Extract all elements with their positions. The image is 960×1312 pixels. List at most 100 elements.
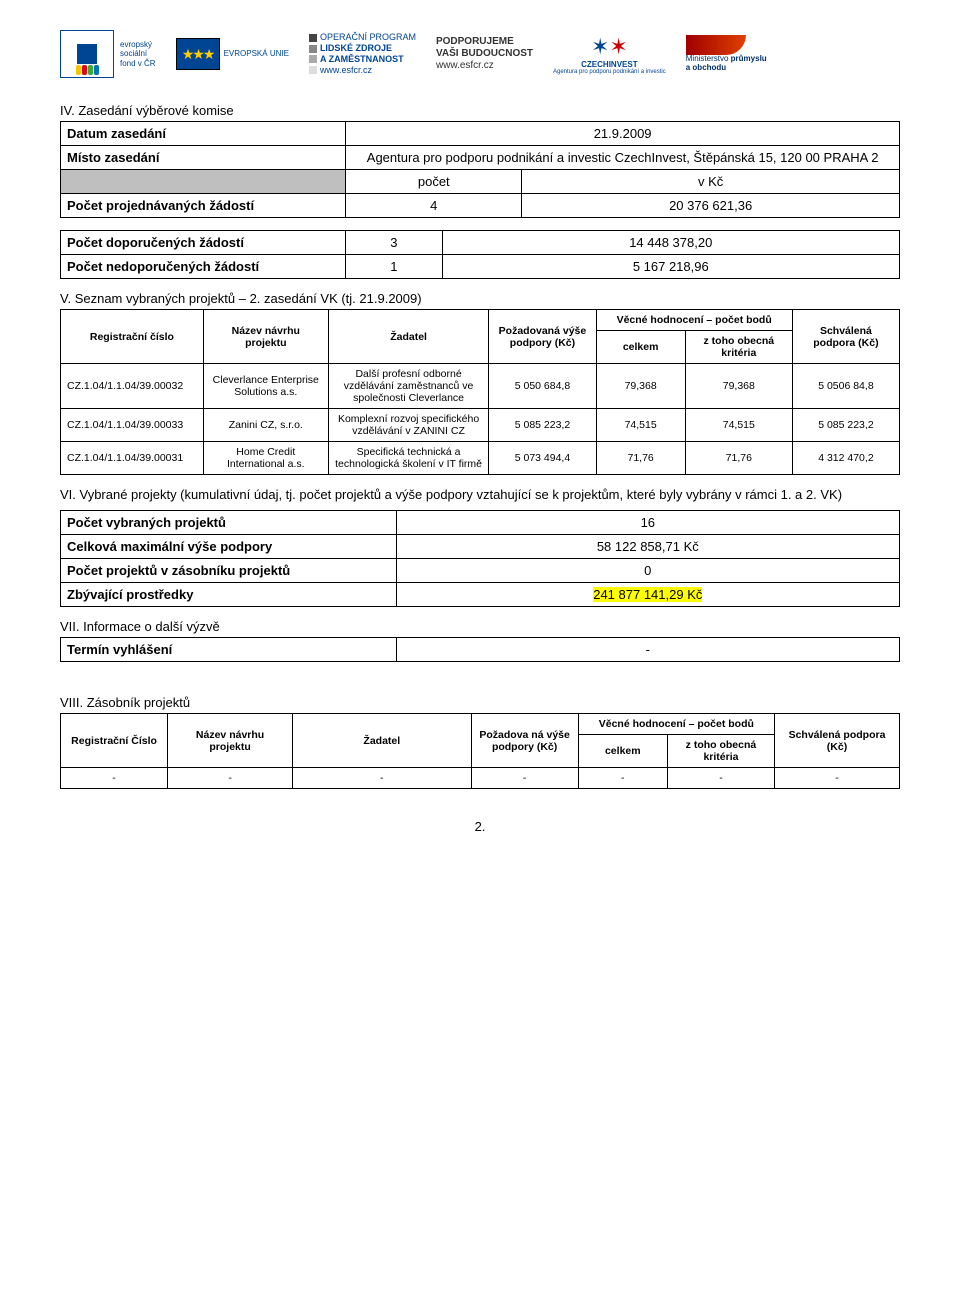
t5-r1-reg: CZ.1.04/1.1.04/39.00033 [61, 409, 204, 442]
t1-r2c2: v Kč [522, 170, 900, 194]
t5-h-reg: Registrační číslo [61, 310, 204, 364]
t2-r1c2: 5 167 218,96 [442, 255, 899, 279]
t8-c2: - [168, 768, 293, 789]
page-number: 2. [60, 819, 900, 834]
esf-caption-l1: evropský [120, 40, 156, 49]
t8-h-score-total: celkem [578, 735, 667, 768]
t5-h-appr: Schválená podpora (Kč) [792, 310, 899, 364]
t8-c1: - [61, 768, 168, 789]
sec6-para: VI. Vybrané projekty (kumulativní údaj, … [60, 487, 900, 502]
t1-r3c1: 4 [346, 194, 522, 218]
mpo-swoosh-icon [686, 35, 746, 55]
t5-r0-obe: 79,368 [685, 364, 792, 409]
czechinvest-logo: ✶✶ CZECHINVEST Agentura pro podporu podn… [553, 34, 666, 75]
t8-h-score-top: Věcné hodnocení – počet bodů [578, 714, 774, 735]
t1-r1c0: Místo zasedání [61, 146, 346, 170]
table-vii: Termín vyhlášení - [60, 637, 900, 662]
t5-h-req: Požadovaná výše podpory (Kč) [489, 310, 596, 364]
t1-r0c0: Datum zasedání [61, 122, 346, 146]
t5-r0-req: 5 050 684,8 [489, 364, 596, 409]
t6-r3c0: Zbývající prostředky [61, 583, 397, 607]
t2-r1c0: Počet nedoporučených žádostí [61, 255, 346, 279]
t8-h-name: Název návrhu projektu [168, 714, 293, 768]
t1-r2c1: počet [346, 170, 522, 194]
sec7-heading: VII. Informace o další výzvě [60, 619, 900, 634]
t8-row-0: - - - - - - - [61, 768, 900, 789]
t8-c6: - [667, 768, 774, 789]
mpo-logo: Ministerstvo průmyslu a obchodu [686, 35, 767, 73]
t6-r2c0: Počet projektů v zásobníku projektů [61, 559, 397, 583]
t5-r2-obe: 71,76 [685, 442, 792, 475]
mpo-l3: a obchodu [686, 63, 726, 72]
t8-c7: - [775, 768, 900, 789]
op-url: www.esfcr.cz [320, 65, 372, 76]
t5-r0-app: Další profesní odborné vzdělávání zaměst… [328, 364, 489, 409]
t5-r2-app: Specifická technická a technologická ško… [328, 442, 489, 475]
t8-h-score-obec: z toho obecná kritéria [667, 735, 774, 768]
t8-c4: - [471, 768, 578, 789]
t5-h-name: Název návrhu projektu [203, 310, 328, 364]
t8-h-req: Požadova ná výše podpory (Kč) [471, 714, 578, 768]
pod-url: www.esfcr.cz [436, 60, 533, 72]
t6-r3c1: 241 877 141,29 Kč [396, 583, 899, 607]
esf-caption-l3: fond v ČR [120, 59, 156, 68]
t7-r0c1: - [396, 638, 899, 662]
t5-r1-tot: 74,515 [596, 409, 685, 442]
t8-c5: - [578, 768, 667, 789]
t6-r2c1: 0 [396, 559, 899, 583]
eu-caption: EVROPSKÁ UNIE [224, 49, 289, 58]
t6-r1c1: 58 122 858,71 Kč [396, 535, 899, 559]
table-v: Registrační číslo Název návrhu projektu … [60, 309, 900, 475]
logo-strip: evropský sociální fond v ČR ★★★ EVROPSKÁ… [60, 30, 900, 78]
sec4-heading: IV. Zasedání výběrové komise [60, 103, 900, 118]
mpo-l2: průmyslu [731, 54, 767, 63]
esf-caption-l2: sociální [120, 49, 156, 58]
t8-h-appr: Schválená podpora (Kč) [775, 714, 900, 768]
sec5-heading: V. Seznam vybraných projektů – 2. zasedá… [60, 291, 900, 306]
t2-r0c2: 14 448 378,20 [442, 231, 899, 255]
op-l2: LIDSKÉ ZDROJE [320, 43, 392, 54]
ci-name: CZECHINVEST [581, 60, 637, 69]
op-logo: OPERAČNÍ PROGRAM LIDSKÉ ZDROJE A ZAMĚSTN… [309, 32, 416, 75]
table-vi: Počet vybraných projektů 16 Celková maxi… [60, 510, 900, 607]
t5-r1-name: Zanini CZ, s.r.o. [203, 409, 328, 442]
t5-r2-name: Home Credit International a.s. [203, 442, 328, 475]
podporujeme-logo: PODPORUJEME VAŠI BUDOUCNOST www.esfcr.cz [436, 36, 533, 72]
t8-h-reg: Registrační Číslo [61, 714, 168, 768]
t5-h-score-top: Věcné hodnocení – počet bodů [596, 310, 792, 331]
esf-logo: evropský sociální fond v ČR [60, 30, 156, 78]
t5-row-0: CZ.1.04/1.1.04/39.00032 Cleverlance Ente… [61, 364, 900, 409]
t6-r3c1-val: 241 877 141,29 Kč [593, 587, 702, 602]
eu-flag-icon: ★★★ [176, 38, 220, 70]
t2-r0c0: Počet doporučených žádostí [61, 231, 346, 255]
t1-r0c1: 21.9.2009 [346, 122, 900, 146]
t5-r2-reg: CZ.1.04/1.1.04/39.00031 [61, 442, 204, 475]
pod-l2: VAŠI BUDOUCNOST [436, 48, 533, 60]
t6-r1c0: Celková maximální výše podpory [61, 535, 397, 559]
czechinvest-icon: ✶✶ [591, 34, 628, 60]
t5-row-2: CZ.1.04/1.1.04/39.00031 Home Credit Inte… [61, 442, 900, 475]
t5-r1-app: Komplexní rozvoj specifického vzdělávání… [328, 409, 489, 442]
t5-h-app: Žadatel [328, 310, 489, 364]
t5-r1-req: 5 085 223,2 [489, 409, 596, 442]
table-iv-b: Počet doporučených žádostí 3 14 448 378,… [60, 230, 900, 279]
t5-h-score-obec: z toho obecná kritéria [685, 331, 792, 364]
ci-sub: Agentura pro podporu podnikání a investi… [553, 69, 666, 75]
t5-row-1: CZ.1.04/1.1.04/39.00033 Zanini CZ, s.r.o… [61, 409, 900, 442]
t5-r2-tot: 71,76 [596, 442, 685, 475]
t5-r2-req: 5 073 494,4 [489, 442, 596, 475]
mpo-l1: Ministerstvo [686, 54, 729, 63]
t1-r1c1: Agentura pro podporu podnikání a investi… [346, 146, 900, 170]
esf-caption: evropský sociální fond v ČR [120, 40, 156, 68]
t6-r0c0: Počet vybraných projektů [61, 511, 397, 535]
t5-r1-obe: 74,515 [685, 409, 792, 442]
t8-h-app: Žadatel [293, 714, 472, 768]
sec8-heading: VIII. Zásobník projektů [60, 695, 900, 710]
eu-logo: ★★★ EVROPSKÁ UNIE [176, 38, 289, 70]
t1-r2c0 [61, 170, 346, 194]
op-l1: OPERAČNÍ PROGRAM [320, 32, 416, 43]
t2-r0c1: 3 [346, 231, 442, 255]
t1-r3c0: Počet projednávaných žádostí [61, 194, 346, 218]
t5-r0-tot: 79,368 [596, 364, 685, 409]
pod-l1: PODPORUJEME [436, 36, 533, 48]
